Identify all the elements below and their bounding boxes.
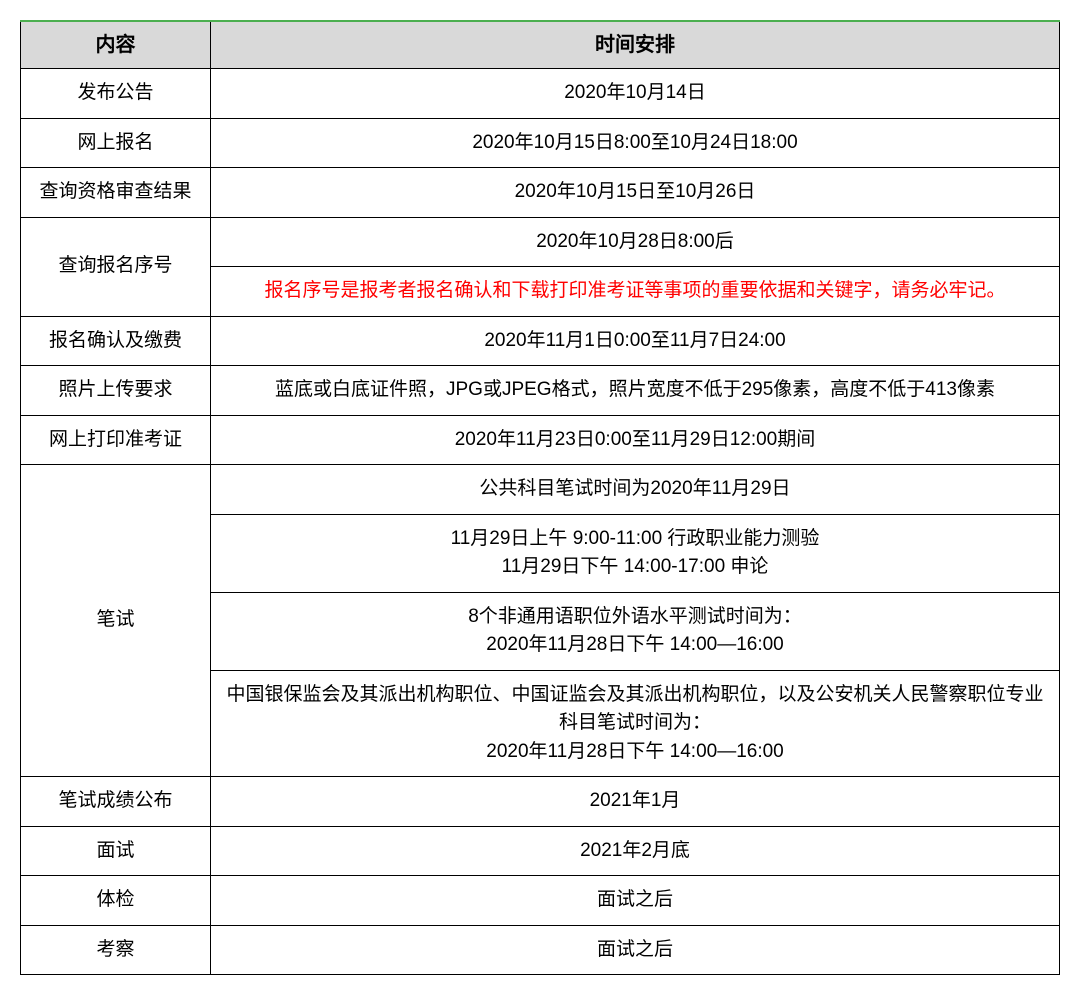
row-label: 面试 bbox=[21, 826, 211, 876]
table-row: 网上打印准考证 2020年11月23日0:00至11月29日12:00期间 bbox=[21, 415, 1060, 465]
row-value: 2020年10月14日 bbox=[211, 69, 1060, 119]
row-value: 中国银保监会及其派出机构职位、中国证监会及其派出机构职位，以及公安机关人民警察职… bbox=[211, 670, 1060, 777]
header-schedule: 时间安排 bbox=[211, 21, 1060, 69]
row-value: 11月29日上午 9:00-11:00 行政职业能力测验 11月29日下午 14… bbox=[211, 514, 1060, 592]
row-label: 查询资格审查结果 bbox=[21, 168, 211, 218]
row-value: 公共科目笔试时间为2020年11月29日 bbox=[211, 465, 1060, 515]
row-value: 2021年2月底 bbox=[211, 826, 1060, 876]
table-row: 笔试 公共科目笔试时间为2020年11月29日 bbox=[21, 465, 1060, 515]
row-value: 2021年1月 bbox=[211, 777, 1060, 827]
row-label: 考察 bbox=[21, 925, 211, 975]
schedule-table: 内容 时间安排 发布公告 2020年10月14日 网上报名 2020年10月15… bbox=[20, 20, 1060, 975]
row-value: 面试之后 bbox=[211, 876, 1060, 926]
table-row: 体检 面试之后 bbox=[21, 876, 1060, 926]
table-row: 报名确认及缴费 2020年11月1日0:00至11月7日24:00 bbox=[21, 316, 1060, 366]
row-label: 报名确认及缴费 bbox=[21, 316, 211, 366]
row-value: 2020年11月1日0:00至11月7日24:00 bbox=[211, 316, 1060, 366]
table-row: 考察 面试之后 bbox=[21, 925, 1060, 975]
row-value: 2020年10月28日8:00后 bbox=[211, 217, 1060, 267]
row-label: 查询报名序号 bbox=[21, 217, 211, 316]
row-label: 笔试 bbox=[21, 465, 211, 777]
header-content: 内容 bbox=[21, 21, 211, 69]
row-value: 蓝底或白底证件照，JPG或JPEG格式，照片宽度不低于295像素，高度不低于41… bbox=[211, 366, 1060, 416]
row-value: 2020年10月15日至10月26日 bbox=[211, 168, 1060, 218]
table-row: 照片上传要求 蓝底或白底证件照，JPG或JPEG格式，照片宽度不低于295像素，… bbox=[21, 366, 1060, 416]
row-value: 2020年10月15日8:00至10月24日18:00 bbox=[211, 118, 1060, 168]
table-row: 笔试成绩公布 2021年1月 bbox=[21, 777, 1060, 827]
table-row: 面试 2021年2月底 bbox=[21, 826, 1060, 876]
row-value: 面试之后 bbox=[211, 925, 1060, 975]
row-value-note: 报名序号是报考者报名确认和下载打印准考证等事项的重要依据和关键字，请务必牢记。 bbox=[211, 267, 1060, 317]
table-row: 查询资格审查结果 2020年10月15日至10月26日 bbox=[21, 168, 1060, 218]
row-value: 8个非通用语职位外语水平测试时间为： 2020年11月28日下午 14:00—1… bbox=[211, 592, 1060, 670]
row-label: 笔试成绩公布 bbox=[21, 777, 211, 827]
row-label: 网上报名 bbox=[21, 118, 211, 168]
table-row: 网上报名 2020年10月15日8:00至10月24日18:00 bbox=[21, 118, 1060, 168]
table-row: 查询报名序号 2020年10月28日8:00后 bbox=[21, 217, 1060, 267]
row-label: 发布公告 bbox=[21, 69, 211, 119]
row-label: 体检 bbox=[21, 876, 211, 926]
row-label: 照片上传要求 bbox=[21, 366, 211, 416]
row-label: 网上打印准考证 bbox=[21, 415, 211, 465]
row-value: 2020年11月23日0:00至11月29日12:00期间 bbox=[211, 415, 1060, 465]
table-row: 发布公告 2020年10月14日 bbox=[21, 69, 1060, 119]
table-header-row: 内容 时间安排 bbox=[21, 21, 1060, 69]
